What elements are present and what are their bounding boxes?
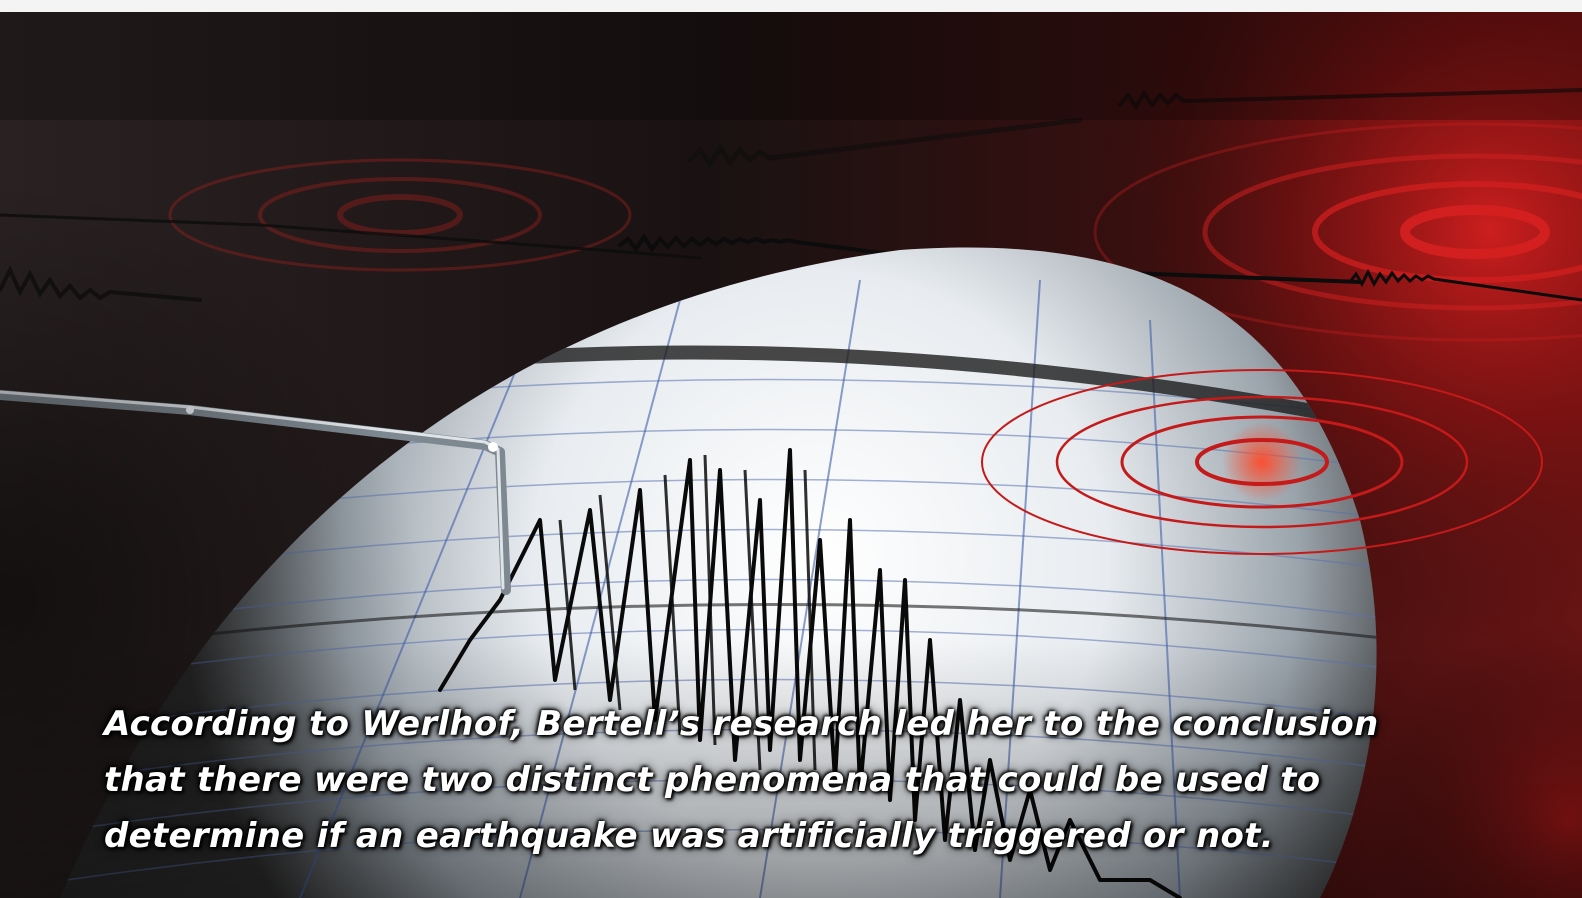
caption-line-2: that there were two distinct phenomena t… — [104, 760, 1321, 800]
caption-line-3: determine if an earthquake was artificia… — [104, 816, 1274, 856]
caption-line-1: According to Werlhof, Bertell’s research… — [104, 704, 1379, 744]
scan-top-edge — [0, 0, 1582, 12]
photo-caption: According to Werlhof, Bertell’s research… — [104, 696, 1484, 864]
